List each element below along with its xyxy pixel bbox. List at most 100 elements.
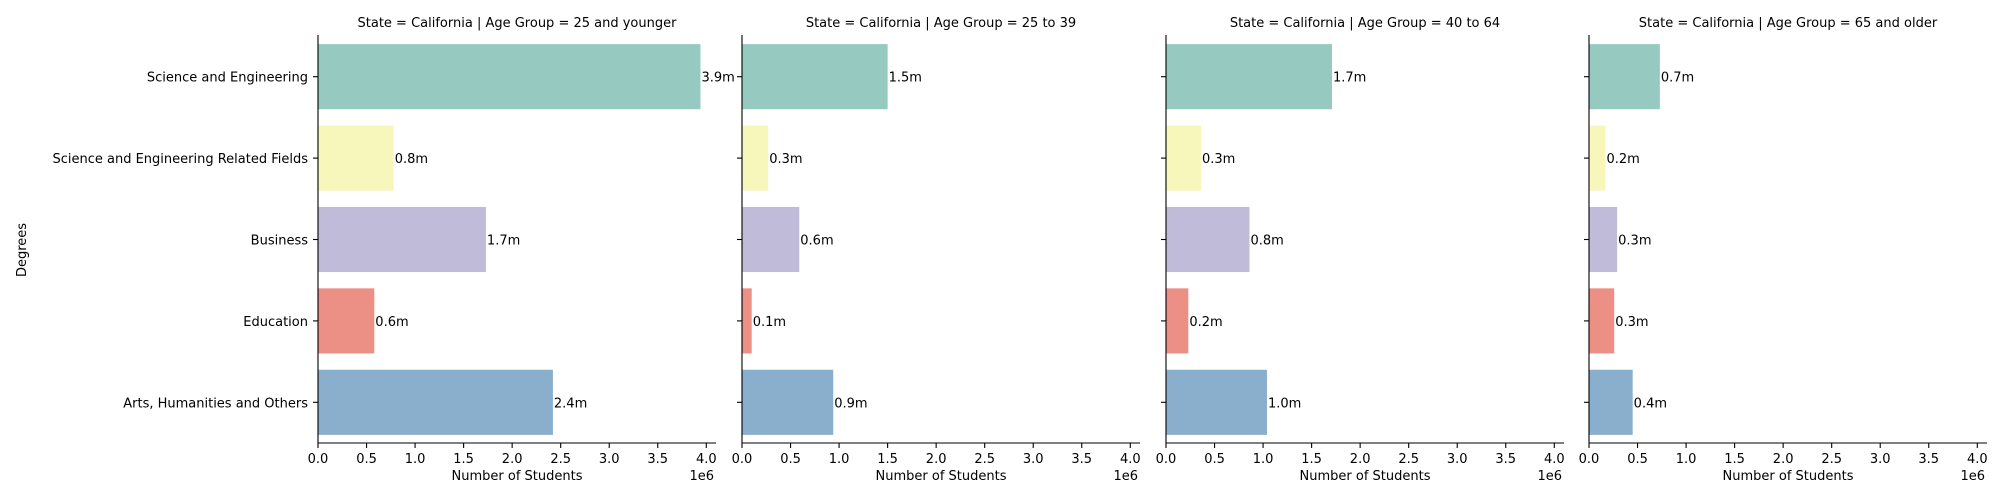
x-tick-label: 0.0 [732,452,753,467]
x-tick-label: 3.5 [647,452,668,467]
bar [742,44,888,110]
x-tick-label: 3.0 [1870,452,1891,467]
panel-3: State = California | Age Group = 40 to 6… [1156,16,1565,484]
x-axis-label: Number of Students [1300,469,1431,484]
x-scale-label: 1e6 [689,469,714,484]
x-scale-label: 1e6 [1113,469,1138,484]
bar-value-label: 0.7m [1661,71,1694,86]
x-tick-label: 0.5 [1627,452,1648,467]
bar-value-label: 1.0m [1268,396,1301,411]
x-tick-label: 3.0 [599,452,620,467]
bar [742,206,800,273]
x-axis-label: Number of Students [876,469,1007,484]
bar [318,369,553,435]
bar [742,125,769,191]
bar-value-label: 0.9m [834,396,867,411]
x-tick-label: 0.0 [1579,452,1600,467]
bar-value-label: 3.9m [701,71,734,86]
bar [742,288,752,354]
x-tick-label: 1.0 [1253,452,1274,467]
bar [318,44,701,110]
bar-value-label: 0.6m [375,315,408,330]
x-tick-label: 0.0 [1156,452,1177,467]
bar-value-label: 0.2m [1607,152,1640,167]
x-tick-label: 1.0 [829,452,850,467]
panel-title: State = California | Age Group = 25 and … [358,16,678,31]
category-label: Science and Engineering Related Fields [52,152,308,167]
bar-value-label: 0.3m [1615,315,1648,330]
x-tick-label: 0.5 [356,452,377,467]
panel-title: State = California | Age Group = 40 to 6… [1230,16,1500,31]
bar [1166,44,1332,110]
bar-value-label: 0.3m [1202,152,1235,167]
x-tick-label: 1.0 [405,452,426,467]
x-tick-label: 1.5 [1724,452,1745,467]
category-label: Education [243,315,308,330]
bar [318,206,486,273]
bar [1589,206,1618,273]
x-tick-label: 1.0 [1676,452,1697,467]
x-tick-label: 2.5 [974,452,995,467]
category-label: Science and Engineering [147,71,308,86]
bar [1589,369,1633,435]
panel-title: State = California | Age Group = 25 to 3… [806,16,1076,31]
x-axis-label: Number of Students [1723,469,1854,484]
panel-2: State = California | Age Group = 25 to 3… [732,16,1141,484]
bar-value-label: 0.8m [1250,234,1283,249]
x-tick-label: 2.0 [1350,452,1371,467]
bar [1589,288,1615,354]
bar-value-label: 0.4m [1634,396,1667,411]
x-tick-label: 2.5 [1398,452,1419,467]
x-tick-label: 2.5 [550,452,571,467]
x-axis-label: Number of Students [452,469,583,484]
x-tick-label: 1.5 [453,452,474,467]
x-tick-label: 1.5 [1301,452,1322,467]
panel-4: State = California | Age Group = 65 and … [1579,16,1988,484]
bar [318,288,375,354]
bar [1589,125,1606,191]
bar [318,125,394,191]
bar [742,369,834,435]
x-tick-label: 0.5 [780,452,801,467]
x-tick-label: 4.0 [696,452,717,467]
x-tick-label: 1.5 [877,452,898,467]
bar-value-label: 1.7m [1333,71,1366,86]
bar-value-label: 0.2m [1189,315,1222,330]
x-tick-label: 3.0 [1447,452,1468,467]
y-axis-label: Degrees [15,223,30,277]
x-tick-label: 2.5 [1821,452,1842,467]
bar [1166,206,1250,273]
bar-value-label: 2.4m [554,396,587,411]
bar-value-label: 0.3m [1618,234,1651,249]
category-label: Business [251,234,309,249]
x-tick-label: 3.5 [1495,452,1516,467]
x-tick-label: 2.0 [926,452,947,467]
x-tick-label: 0.0 [308,452,329,467]
x-scale-label: 1e6 [1537,469,1562,484]
x-tick-label: 2.0 [502,452,523,467]
panel-title: State = California | Age Group = 65 and … [1639,16,1938,31]
x-tick-label: 3.0 [1023,452,1044,467]
chart-panels: State = California | Age Group = 25 and … [52,16,1987,484]
bar [1589,44,1660,110]
bar-value-label: 1.7m [487,234,520,249]
bar [1166,369,1267,435]
x-tick-label: 3.5 [1071,452,1092,467]
panel-1: State = California | Age Group = 25 and … [52,16,734,484]
category-label: Arts, Humanities and Others [123,396,308,411]
bar [1166,125,1201,191]
x-tick-label: 2.0 [1773,452,1794,467]
x-tick-label: 4.0 [1967,452,1988,467]
x-tick-label: 4.0 [1120,452,1141,467]
bar-value-label: 0.6m [800,234,833,249]
x-scale-label: 1e6 [1960,469,1985,484]
bar-value-label: 1.5m [889,71,922,86]
bar [1166,288,1189,354]
bar-value-label: 0.1m [753,315,786,330]
x-tick-label: 3.5 [1918,452,1939,467]
bar-value-label: 0.3m [769,152,802,167]
x-tick-label: 0.5 [1204,452,1225,467]
bar-value-label: 0.8m [395,152,428,167]
x-tick-label: 4.0 [1544,452,1565,467]
